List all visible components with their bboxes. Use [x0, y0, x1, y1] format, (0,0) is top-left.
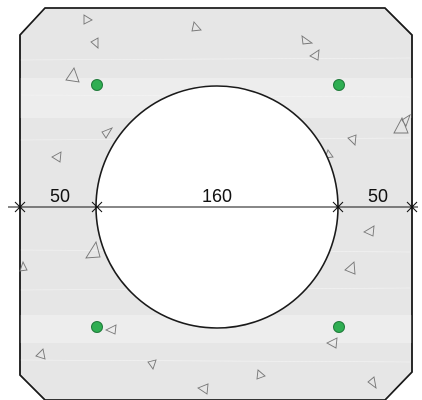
aggregate-triangle-icon	[401, 113, 411, 127]
tick-right-edge-cross	[406, 201, 418, 213]
aggregate-triangle-icon	[309, 49, 320, 61]
aggregate-triangle-icon	[35, 348, 46, 360]
aggregate-triangle-icon	[83, 14, 93, 25]
dimension-left-label: 50	[50, 186, 70, 206]
aggregate-triangle-icon	[104, 324, 117, 335]
dimension-line	[8, 201, 418, 213]
aggregate-triangle-icon	[191, 21, 202, 32]
aggregate-triangle-icon	[393, 116, 409, 134]
aggregate-triangle-icon	[347, 134, 357, 146]
aggregate-triangle-icon	[147, 359, 157, 370]
tick-hole-right-cross	[332, 201, 344, 213]
aggregate-triangle-icon	[85, 240, 101, 259]
tick-left-edge-cross	[14, 201, 26, 213]
aggregate-triangle-icon	[197, 383, 209, 395]
rebar-dot-icon	[91, 79, 103, 91]
rebar-dot-icon	[91, 321, 103, 333]
aggregate-triangle-icon	[326, 337, 338, 349]
aggregate-triangle-icon	[90, 37, 99, 49]
rebars	[91, 79, 345, 333]
dimension-center-label: 160	[202, 186, 232, 206]
aggregate-pattern	[19, 14, 411, 395]
dimension-ticks	[14, 201, 418, 213]
aggregate-triangle-icon	[65, 67, 80, 83]
rebar-dot-icon	[333, 321, 345, 333]
aggregate-triangle-icon	[367, 376, 377, 390]
aggregate-triangle-icon	[363, 225, 375, 237]
aggregate-triangle-icon	[301, 35, 314, 45]
aggregate-triangle-icon	[256, 369, 266, 380]
aggregate-triangle-icon	[344, 261, 356, 275]
tick-hole-left-cross	[91, 201, 103, 213]
rebar-dot-icon	[333, 79, 345, 91]
aggregate-triangle-icon	[19, 260, 28, 272]
aggregate-triangle-icon	[101, 127, 114, 139]
dimension-right-label: 50	[368, 186, 388, 206]
aggregate-triangle-icon	[51, 151, 62, 163]
